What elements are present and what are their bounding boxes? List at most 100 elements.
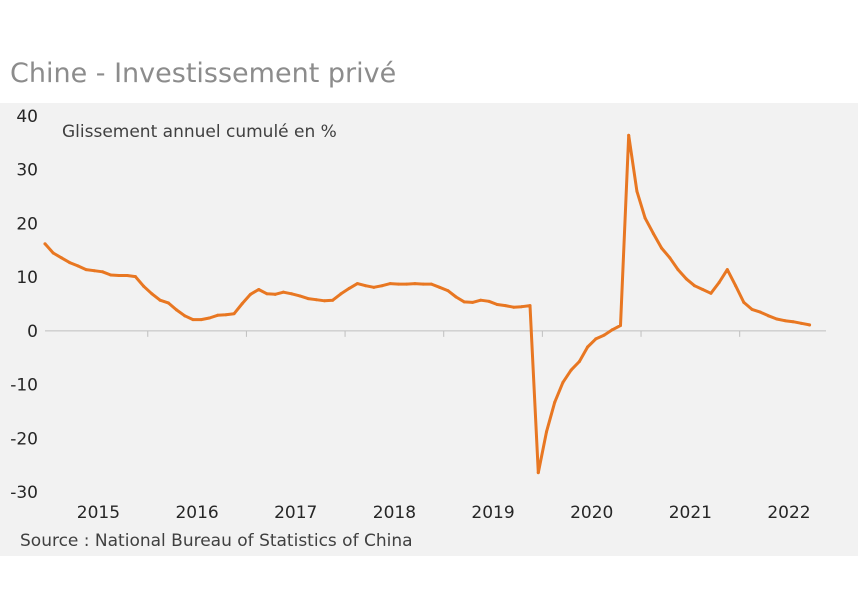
data-point — [364, 284, 368, 288]
data-point — [117, 274, 121, 278]
data-point — [742, 300, 746, 304]
data-point — [68, 261, 72, 265]
data-point — [249, 292, 253, 296]
data-point — [183, 314, 187, 318]
data-point — [421, 282, 425, 286]
data-point — [734, 284, 738, 288]
data-point — [586, 345, 590, 349]
data-point — [355, 282, 359, 286]
data-point — [372, 285, 376, 289]
data-point — [92, 269, 96, 273]
data-point — [323, 299, 327, 303]
series-line — [43, 133, 812, 475]
data-point — [684, 277, 688, 281]
data-point — [577, 359, 581, 363]
data-point — [388, 282, 392, 286]
data-point — [281, 290, 285, 294]
x-tick-label: 2022 — [767, 503, 810, 523]
series-points — [43, 133, 812, 475]
data-point — [166, 301, 170, 305]
data-point — [125, 274, 129, 278]
data-point — [265, 292, 269, 296]
data-point — [405, 282, 409, 286]
data-point — [561, 380, 565, 384]
data-point — [602, 333, 606, 337]
data-point — [199, 318, 203, 322]
data-point — [51, 251, 55, 255]
data-point — [775, 317, 779, 321]
data-point — [413, 282, 417, 286]
data-point — [158, 298, 162, 302]
x-axis: 2015 2016 2017 2018 2019 2020 2021 2022 — [77, 503, 811, 523]
data-point — [512, 305, 516, 309]
data-point — [438, 285, 442, 289]
y-tick-label: 10 — [16, 268, 38, 288]
data-point — [717, 281, 721, 285]
data-point — [627, 133, 631, 137]
data-point — [553, 400, 557, 404]
data-point — [651, 232, 655, 236]
data-point — [709, 291, 713, 295]
data-point — [142, 284, 146, 288]
data-point — [528, 304, 532, 308]
y-tick-label: -30 — [10, 483, 38, 503]
x-tick-label: 2016 — [175, 503, 218, 523]
x-tick-label: 2019 — [471, 503, 514, 523]
x-axis-ticks — [147, 330, 741, 337]
data-point — [306, 297, 310, 301]
data-point — [347, 286, 351, 290]
data-point — [635, 189, 639, 193]
data-point — [668, 256, 672, 260]
data-point — [339, 292, 343, 296]
x-tick-label: 2018 — [373, 503, 416, 523]
x-tick-label: 2015 — [77, 503, 120, 523]
data-point — [109, 273, 113, 277]
y-tick-label: -20 — [10, 429, 38, 449]
data-point — [791, 320, 795, 324]
data-point — [397, 282, 401, 286]
x-tick-label: 2017 — [274, 503, 317, 523]
data-point — [454, 295, 458, 299]
y-tick-label: 20 — [16, 214, 38, 234]
data-point — [520, 305, 524, 309]
data-point — [59, 256, 63, 260]
data-point — [191, 318, 195, 322]
chart-panel: 40 30 20 10 0 -10 -20 -30 2015 2016 2017 2018 2019 2… — [0, 103, 858, 556]
data-point — [232, 312, 236, 316]
y-tick-label: 0 — [27, 322, 38, 342]
data-point — [257, 287, 261, 291]
y-tick-label: 30 — [16, 161, 38, 181]
data-point — [799, 321, 803, 325]
data-point — [290, 292, 294, 296]
data-point — [487, 299, 491, 303]
chart-source: Source : National Bureau of Statistics o… — [20, 531, 413, 551]
data-point — [758, 310, 762, 314]
data-point — [101, 270, 105, 274]
data-point — [298, 294, 302, 298]
chart-title: Chine - Investissement privé — [10, 58, 397, 89]
data-point — [676, 268, 680, 272]
data-point — [133, 275, 137, 279]
data-point — [536, 471, 540, 475]
data-point — [224, 313, 228, 317]
data-point — [766, 314, 770, 318]
data-point — [429, 282, 433, 286]
data-point — [446, 289, 450, 293]
data-point — [495, 303, 499, 307]
data-point — [692, 284, 696, 288]
data-point — [380, 284, 384, 288]
data-point — [725, 268, 729, 272]
data-point — [610, 328, 614, 332]
x-tick-label: 2021 — [669, 503, 712, 523]
data-point — [594, 337, 598, 341]
data-point — [43, 242, 47, 246]
data-point — [503, 304, 507, 308]
data-point — [479, 298, 483, 302]
y-axis: 40 30 20 10 0 -10 -20 -30 — [10, 107, 38, 503]
data-point — [660, 246, 664, 250]
data-point — [314, 298, 318, 302]
data-point — [808, 323, 812, 327]
data-point — [331, 298, 335, 302]
data-point — [150, 292, 154, 296]
